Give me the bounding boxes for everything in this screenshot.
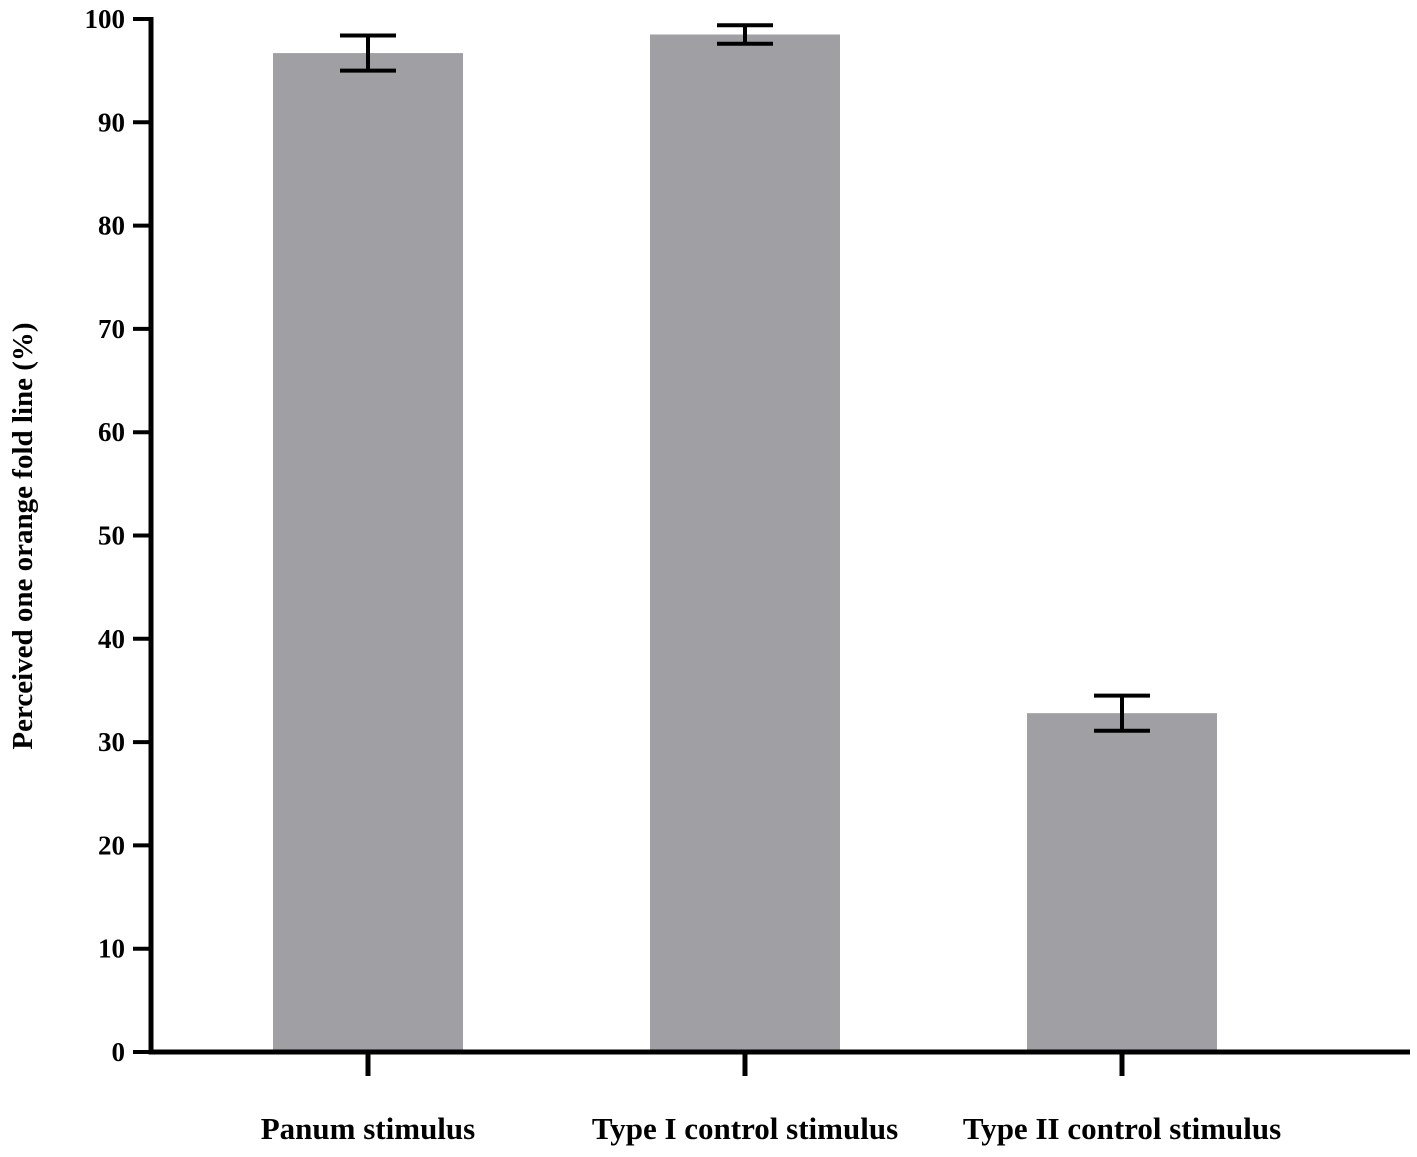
bars-group — [273, 34, 1217, 1053]
error-bar-1 — [340, 33, 396, 73]
bar-1 — [273, 53, 463, 1053]
y-tick-label: 60 — [98, 417, 125, 447]
y-tick-label: 30 — [98, 727, 125, 757]
y-tick-label: 90 — [98, 107, 125, 137]
x-ticks-group: Panum stimulus Type I control stimulus Typ… — [261, 1052, 1281, 1146]
error-bar-2 — [717, 23, 773, 46]
y-tick-label: 80 — [98, 211, 125, 241]
y-tick-label: 10 — [98, 934, 125, 964]
y-tick-label: 0 — [112, 1037, 126, 1067]
y-ticks-group: 0 10 20 30 40 50 60 70 80 90 100 — [85, 4, 151, 1067]
y-tick-label: 20 — [98, 830, 125, 860]
y-axis-title: Perceived one orange fold line (%) — [7, 322, 39, 749]
bar-2 — [650, 34, 840, 1053]
y-tick-label: 40 — [98, 624, 125, 654]
y-tick-label: 100 — [85, 4, 126, 34]
error-bars-group — [340, 23, 1150, 733]
x-category-label: Type II control stimulus — [963, 1111, 1281, 1146]
y-tick-label: 70 — [98, 314, 125, 344]
y-tick-label: 50 — [98, 521, 125, 551]
x-category-label: Type I control stimulus — [592, 1111, 898, 1146]
bar-3 — [1027, 713, 1217, 1052]
x-category-label: Panum stimulus — [261, 1111, 475, 1146]
error-bar-3 — [1094, 693, 1150, 733]
